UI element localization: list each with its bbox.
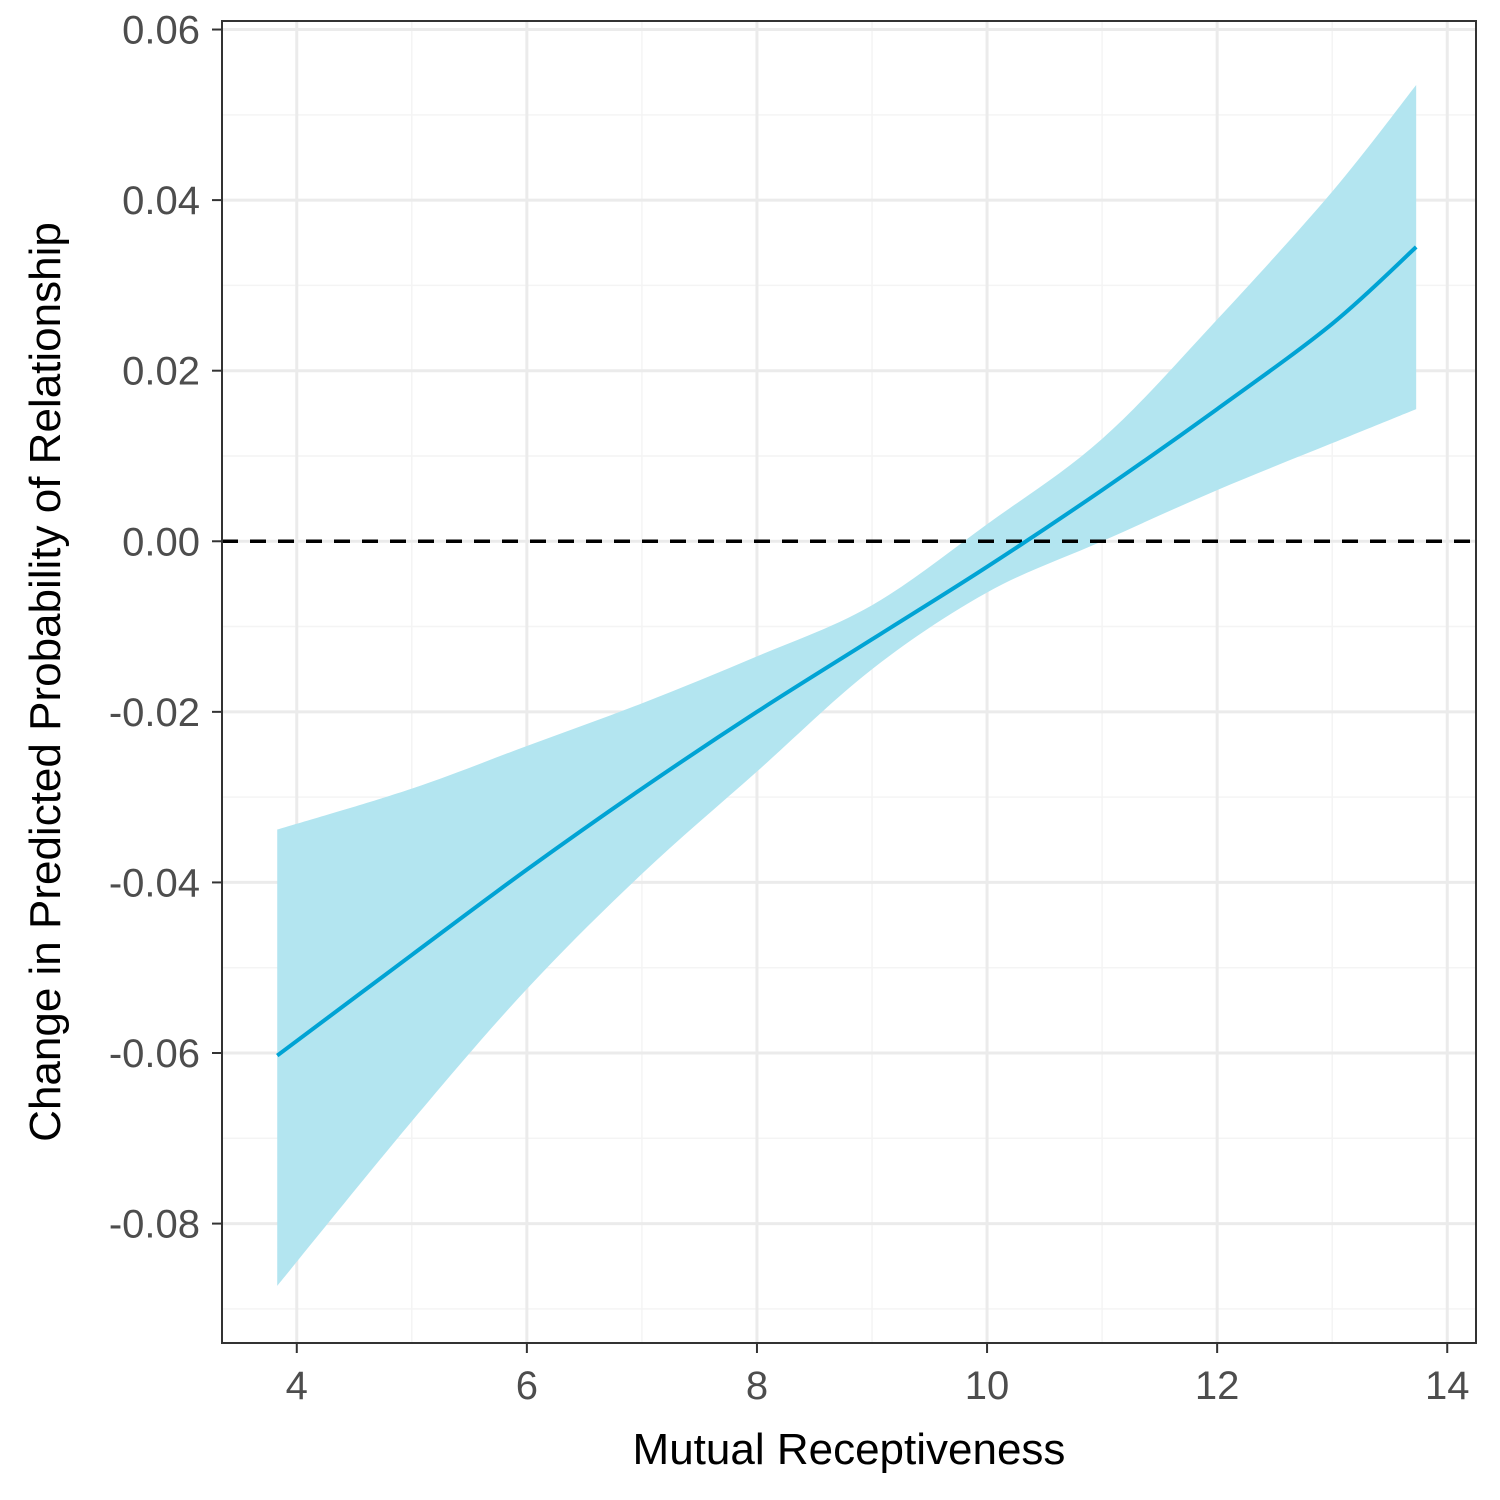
x-tick-label: 6 <box>516 1364 538 1408</box>
x-tick-label: 8 <box>746 1364 768 1408</box>
x-axis-title: Mutual Receptiveness <box>633 1425 1066 1474</box>
x-tick-label: 12 <box>1195 1364 1240 1408</box>
y-tick-label: 0.00 <box>122 520 200 564</box>
y-axis-ticks: -0.08 -0.06 -0.04 -0.02 0.00 0.02 0.04 0.06 <box>109 9 222 1247</box>
y-axis-title: Change in Predicted Probability of Relat… <box>21 222 70 1142</box>
y-tick-label: -0.02 <box>109 691 200 735</box>
y-tick-label: 0.02 <box>122 350 200 394</box>
y-tick-label: -0.06 <box>109 1032 200 1076</box>
x-axis-ticks: 4 6 8 10 12 14 <box>286 1343 1470 1408</box>
x-tick-label: 10 <box>965 1364 1010 1408</box>
minor-gridlines <box>222 21 1476 1343</box>
x-tick-label: 4 <box>286 1364 308 1408</box>
confidence-ribbon <box>277 84 1417 1286</box>
y-tick-label: 0.06 <box>122 9 200 53</box>
series-line <box>276 245 1418 1058</box>
y-tick-label: 0.04 <box>122 179 200 223</box>
panel-border <box>221 20 1477 1344</box>
y-tick-label: -0.04 <box>109 861 200 905</box>
y-tick-label: -0.08 <box>109 1203 200 1247</box>
x-tick-label: 14 <box>1425 1364 1470 1408</box>
